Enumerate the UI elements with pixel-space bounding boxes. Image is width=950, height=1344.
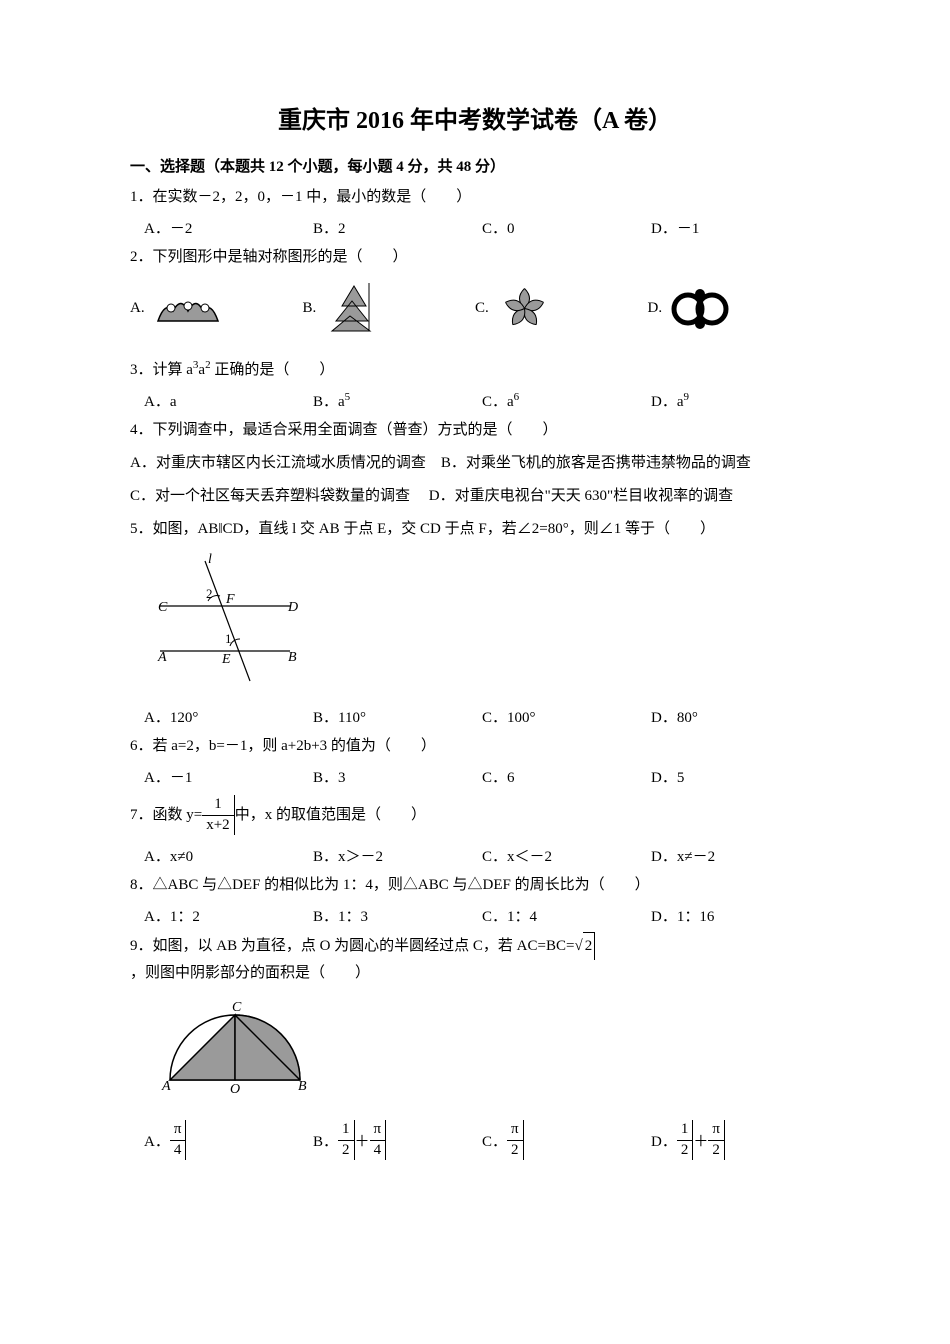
q5-option-b: B．110° xyxy=(313,706,482,727)
q8-option-b: B．1：3 xyxy=(313,905,482,926)
question-6: 6．若 a=2，b=－1，则 a+2b+3 的值为（ ） xyxy=(130,733,820,760)
q7-option-a: A．x≠0 xyxy=(144,845,313,866)
svg-text:C: C xyxy=(158,600,168,615)
svg-text:A: A xyxy=(157,650,167,665)
svg-text:B: B xyxy=(298,1079,307,1094)
q9-option-b: B． 12 ＋ π4 xyxy=(313,1120,482,1160)
question-4: 4．下列调查中，最适合采用全面调查（普查）方式的是（ ） xyxy=(130,417,820,444)
q5-option-d: D．80° xyxy=(651,706,820,727)
q9-figure: A B C O xyxy=(150,995,820,1100)
q2-label-c: C. xyxy=(475,300,489,317)
q9-option-c: C． π2 xyxy=(482,1120,651,1160)
question-9: 9．如图，以 AB 为直径，点 O 为圆心的半圆经过点 C，若 AC=BC= √… xyxy=(130,932,820,987)
q9-options: A． π4 B． 12 ＋ π4 C． π2 D． 12 ＋ π2 xyxy=(144,1120,820,1160)
tree-shape-icon xyxy=(324,281,384,336)
q3-text-before: 3．计算 a xyxy=(130,362,193,378)
q2-image-options: A. B. C. D. xyxy=(130,281,820,336)
q7-text-after: 中，x 的取值范围是（ ） xyxy=(235,802,426,829)
svg-text:B: B xyxy=(288,650,297,665)
q4-opt-c: C．对一个社区每天丢弃塑料袋数量的调查 D．对重庆电视台"天天 630"栏目收视… xyxy=(130,483,820,510)
circles-shape-icon xyxy=(670,284,730,334)
q3-option-c: C．a6 xyxy=(482,390,651,411)
q1-options: A．－2 B．2 C．0 D．－1 xyxy=(144,217,820,238)
question-8: 8．△ABC 与△DEF 的相似比为 1：4，则△ABC 与△DEF 的周长比为… xyxy=(130,872,820,899)
q8-option-d: D．1：16 xyxy=(651,905,820,926)
flower-shape-icon xyxy=(497,281,552,336)
q2-option-c: C. xyxy=(475,281,648,336)
q3-option-a: A．a xyxy=(144,390,313,411)
q8-option-a: A．1：2 xyxy=(144,905,313,926)
q1-option-c: C．0 xyxy=(482,217,651,238)
section-header: 一、选择题（本题共 12 个小题，每小题 4 分，共 48 分） xyxy=(130,155,820,176)
svg-text:l: l xyxy=(208,552,212,567)
q2-option-a: A. xyxy=(130,286,303,331)
q2-option-d: D. xyxy=(648,284,821,334)
q2-option-b: B. xyxy=(303,281,476,336)
q7-option-c: C．x＜－2 xyxy=(482,845,651,866)
q5-figure: l C D A B F E 2 1 xyxy=(150,551,820,696)
svg-text:F: F xyxy=(225,592,235,607)
q8-options: A．1：2 B．1：3 C．1：4 D．1：16 xyxy=(144,905,820,926)
q9-option-a: A． π4 xyxy=(144,1120,313,1160)
q9-text-before: 9．如图，以 AB 为直径，点 O 为圆心的半圆经过点 C，若 AC=BC= xyxy=(130,933,574,960)
q7-option-b: B．x＞－2 xyxy=(313,845,482,866)
question-2: 2．下列图形中是轴对称图形的是（ ） xyxy=(130,244,820,271)
q2-label-a: A. xyxy=(130,300,145,317)
q9-sqrt: √2 xyxy=(574,932,595,960)
q5-options: A．120° B．110° C．100° D．80° xyxy=(144,706,820,727)
q7-option-d: D．x≠－2 xyxy=(651,845,820,866)
svg-text:C: C xyxy=(232,1000,242,1015)
wave-shape-icon xyxy=(153,286,223,331)
q9-text-after: ，则图中阴影部分的面积是（ ） xyxy=(130,960,370,987)
q6-option-a: A．－1 xyxy=(144,766,313,787)
q1-option-a: A．－2 xyxy=(144,217,313,238)
q4-opt-a: A．对重庆市辖区内长江流域水质情况的调查 B．对乘坐飞机的旅客是否携带违禁物品的… xyxy=(130,450,820,477)
q3-options: A．a B．a5 C．a6 D．a9 xyxy=(144,390,820,411)
q9-option-d: D． 12 ＋ π2 xyxy=(651,1120,820,1160)
svg-text:D: D xyxy=(287,600,298,615)
q6-option-b: B．3 xyxy=(313,766,482,787)
q3-option-d: D．a9 xyxy=(651,390,820,411)
q7-text-before: 7．函数 y= xyxy=(130,802,202,829)
page-title: 重庆市 2016 年中考数学试卷（A 卷） xyxy=(130,100,820,135)
question-7: 7．函数 y= 1 x+2 中，x 的取值范围是（ ） xyxy=(130,795,820,835)
q6-option-c: C．6 xyxy=(482,766,651,787)
q8-option-c: C．1：4 xyxy=(482,905,651,926)
svg-text:A: A xyxy=(161,1079,171,1094)
question-1: 1．在实数－2，2，0，－1 中，最小的数是（ ） xyxy=(130,184,820,211)
q3-text-after: 正确的是（ ） xyxy=(211,362,335,378)
q2-label-d: D. xyxy=(648,300,663,317)
q1-option-b: B．2 xyxy=(313,217,482,238)
question-5: 5．如图，AB‖CD，直线 l 交 AB 于点 E，交 CD 于点 F，若∠2=… xyxy=(130,516,820,543)
q3-option-b: B．a5 xyxy=(313,390,482,411)
q6-option-d: D．5 xyxy=(651,766,820,787)
q5-option-a: A．120° xyxy=(144,706,313,727)
q7-options: A．x≠0 B．x＞－2 C．x＜－2 D．x≠－2 xyxy=(144,845,820,866)
svg-text:O: O xyxy=(230,1082,240,1095)
q2-label-b: B. xyxy=(303,300,317,317)
q1-option-d: D．－1 xyxy=(651,217,820,238)
question-3: 3．计算 a3a2 正确的是（ ） xyxy=(130,356,820,384)
q7-fraction: 1 x+2 xyxy=(202,795,234,835)
svg-text:E: E xyxy=(221,652,231,667)
q5-option-c: C．100° xyxy=(482,706,651,727)
q6-options: A．－1 B．3 C．6 D．5 xyxy=(144,766,820,787)
